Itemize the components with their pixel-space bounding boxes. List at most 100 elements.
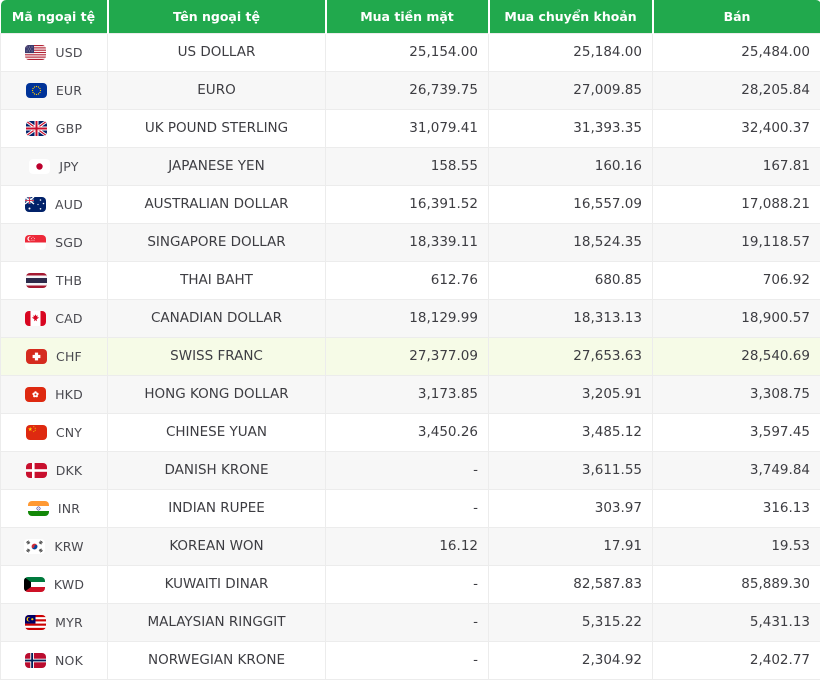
cash-buy-rate: - [325,450,489,490]
currency-code: GBP [55,120,83,136]
cash-buy-rate: 25,154.00 [325,32,489,72]
cash-buy-rate: 3,173.85 [325,374,489,414]
table-row[interactable]: THB THAI BAHT 612.76 680.85 706.92 [0,260,820,300]
cash-buy-rate: - [325,488,489,528]
sell-rate: 25,484.00 [652,32,820,72]
currency-code-cell: CNY [0,412,108,452]
sell-rate: 19.53 [652,526,820,566]
currency-code: SGD [55,234,83,250]
table-row[interactable]: DKK DANISH KRONE -3,611.55 3,749.84 [0,450,820,490]
transfer-buy-rate: 27,653.63 [488,336,653,376]
flag-us-icon [25,44,47,60]
table-row[interactable]: USD US DOLLAR 25,154.00 25,184.00 25,484.00 [0,32,820,72]
table-row[interactable]: CAD CANADIAN DOLLAR 18,129.99 18,313.13 18,9… [0,298,820,338]
transfer-buy-rate: 17.91 [488,526,653,566]
flag-kw-icon [23,576,45,592]
currency-code-cell: GBP [0,108,108,148]
currency-code: KWD [53,576,85,592]
currency-code: HKD [55,386,83,402]
table-row[interactable]: EUR EURO 26,739.75 27,009.85 28,205.84 [0,70,820,110]
currency-name: SWISS FRANC [107,336,326,376]
cash-buy-rate: 18,339.11 [325,222,489,262]
currency-name: THAI BAHT [107,260,326,300]
currency-code: JPY [59,158,79,174]
transfer-buy-rate: 680.85 [488,260,653,300]
table-row[interactable]: NOK NORWEGIAN KRONE -2,304.92 2,402.77 [0,640,820,680]
currency-code: EUR [55,82,83,98]
transfer-buy-rate: 18,313.13 [488,298,653,338]
sell-rate: 2,402.77 [652,640,820,680]
sell-rate: 32,400.37 [652,108,820,148]
currency-code-cell: KRW [0,526,108,566]
currency-code-cell: EUR [0,70,108,110]
transfer-buy-rate: 82,587.83 [488,564,653,604]
cash-buy-rate: 27,377.09 [325,336,489,376]
cash-buy-rate: - [325,564,489,604]
flag-no-icon [25,652,46,668]
sell-rate: 17,088.21 [652,184,820,224]
sell-rate: 316.13 [652,488,820,528]
currency-name: AUSTRALIAN DOLLAR [107,184,326,224]
sell-rate: 28,205.84 [652,70,820,110]
currency-code: CAD [55,310,83,326]
currency-code-cell: INR [0,488,108,528]
table-row[interactable]: AUD AUSTRALIAN DOLLAR 16,391.52 16,557.09 17… [0,184,820,224]
currency-code: KRW [54,538,84,554]
transfer-buy-rate: 3,485.12 [488,412,653,452]
table-row[interactable]: SGD SINGAPORE DOLLAR 18,339.11 18,524.35 19,… [0,222,820,262]
sell-rate: 18,900.57 [652,298,820,338]
sell-rate: 19,118.57 [652,222,820,262]
currency-code-cell: SGD [0,222,108,262]
sell-rate: 85,889.30 [652,564,820,604]
transfer-buy-rate: 2,304.92 [488,640,653,680]
currency-name: INDIAN RUPEE [107,488,326,528]
transfer-buy-rate: 16,557.09 [488,184,653,224]
table-row[interactable]: KWD KUWAITI DINAR -82,587.83 85,889.30 [0,564,820,604]
currency-name: SINGAPORE DOLLAR [107,222,326,262]
table-row[interactable]: MYR MALAYSIAN RINGGIT -5,315.22 5,431.13 [0,602,820,642]
flag-th-icon [25,272,47,288]
currency-code: CHF [56,348,82,364]
transfer-buy-rate: 5,315.22 [488,602,653,642]
currency-name: CANADIAN DOLLAR [107,298,326,338]
table-header: Mã ngoại tệ Tên ngoại tệ Mua tiền mặt Mu… [0,0,820,33]
flag-hk-icon [25,386,47,402]
table-row[interactable]: HKD HONG KONG DOLLAR 3,173.85 3,205.91 3,308… [0,374,820,414]
currency-code-cell: CHF [0,336,108,376]
cash-buy-rate: 3,450.26 [325,412,489,452]
header-transfer-buy: Mua chuyển khoản [488,0,654,33]
flag-in-icon [27,500,49,516]
table-row[interactable]: INR INDIAN RUPEE -303.97 316.13 [0,488,820,528]
currency-code-cell: NOK [0,640,108,680]
table-row[interactable]: JPY JAPANESE YEN 158.55 160.16 167.81 [0,146,820,186]
currency-code: NOK [55,652,83,668]
currency-code-cell: JPY [0,146,108,186]
sell-rate: 706.92 [652,260,820,300]
table-row[interactable]: CHF SWISS FRANC 27,377.09 27,653.63 28,540.6… [0,336,820,376]
flag-ca-icon [25,310,47,326]
flag-my-icon [25,614,47,630]
cash-buy-rate: 26,739.75 [325,70,489,110]
cash-buy-rate: 158.55 [325,146,489,186]
sell-rate: 28,540.69 [652,336,820,376]
currency-code: AUD [55,196,83,212]
exchange-rate-table: Mã ngoại tệ Tên ngoại tệ Mua tiền mặt Mu… [0,0,820,680]
sell-rate: 3,749.84 [652,450,820,490]
table-row[interactable]: GBP UK POUND STERLING 31,079.41 31,393.35 32… [0,108,820,148]
currency-name: HONG KONG DOLLAR [107,374,326,414]
rates-table-body: USD US DOLLAR 25,154.00 25,184.00 25,484.00 E… [0,32,820,680]
currency-code: CNY [55,424,83,440]
cash-buy-rate: - [325,640,489,680]
cash-buy-rate: 612.76 [325,260,489,300]
header-sell: Bán [652,0,820,33]
table-row[interactable]: CNY CHINESE YUAN 3,450.26 3,485.12 3,597.45 [0,412,820,452]
currency-code-cell: USD [0,32,108,72]
flag-jp-icon [29,158,51,174]
currency-name: NORWEGIAN KRONE [107,640,326,680]
cash-buy-rate: 16,391.52 [325,184,489,224]
currency-code: INR [57,500,81,516]
flag-gb-icon [25,120,47,136]
table-row[interactable]: KRW KOREAN WON 16.12 17.91 19.53 [0,526,820,566]
sell-rate: 3,308.75 [652,374,820,414]
cash-buy-rate: - [325,602,489,642]
